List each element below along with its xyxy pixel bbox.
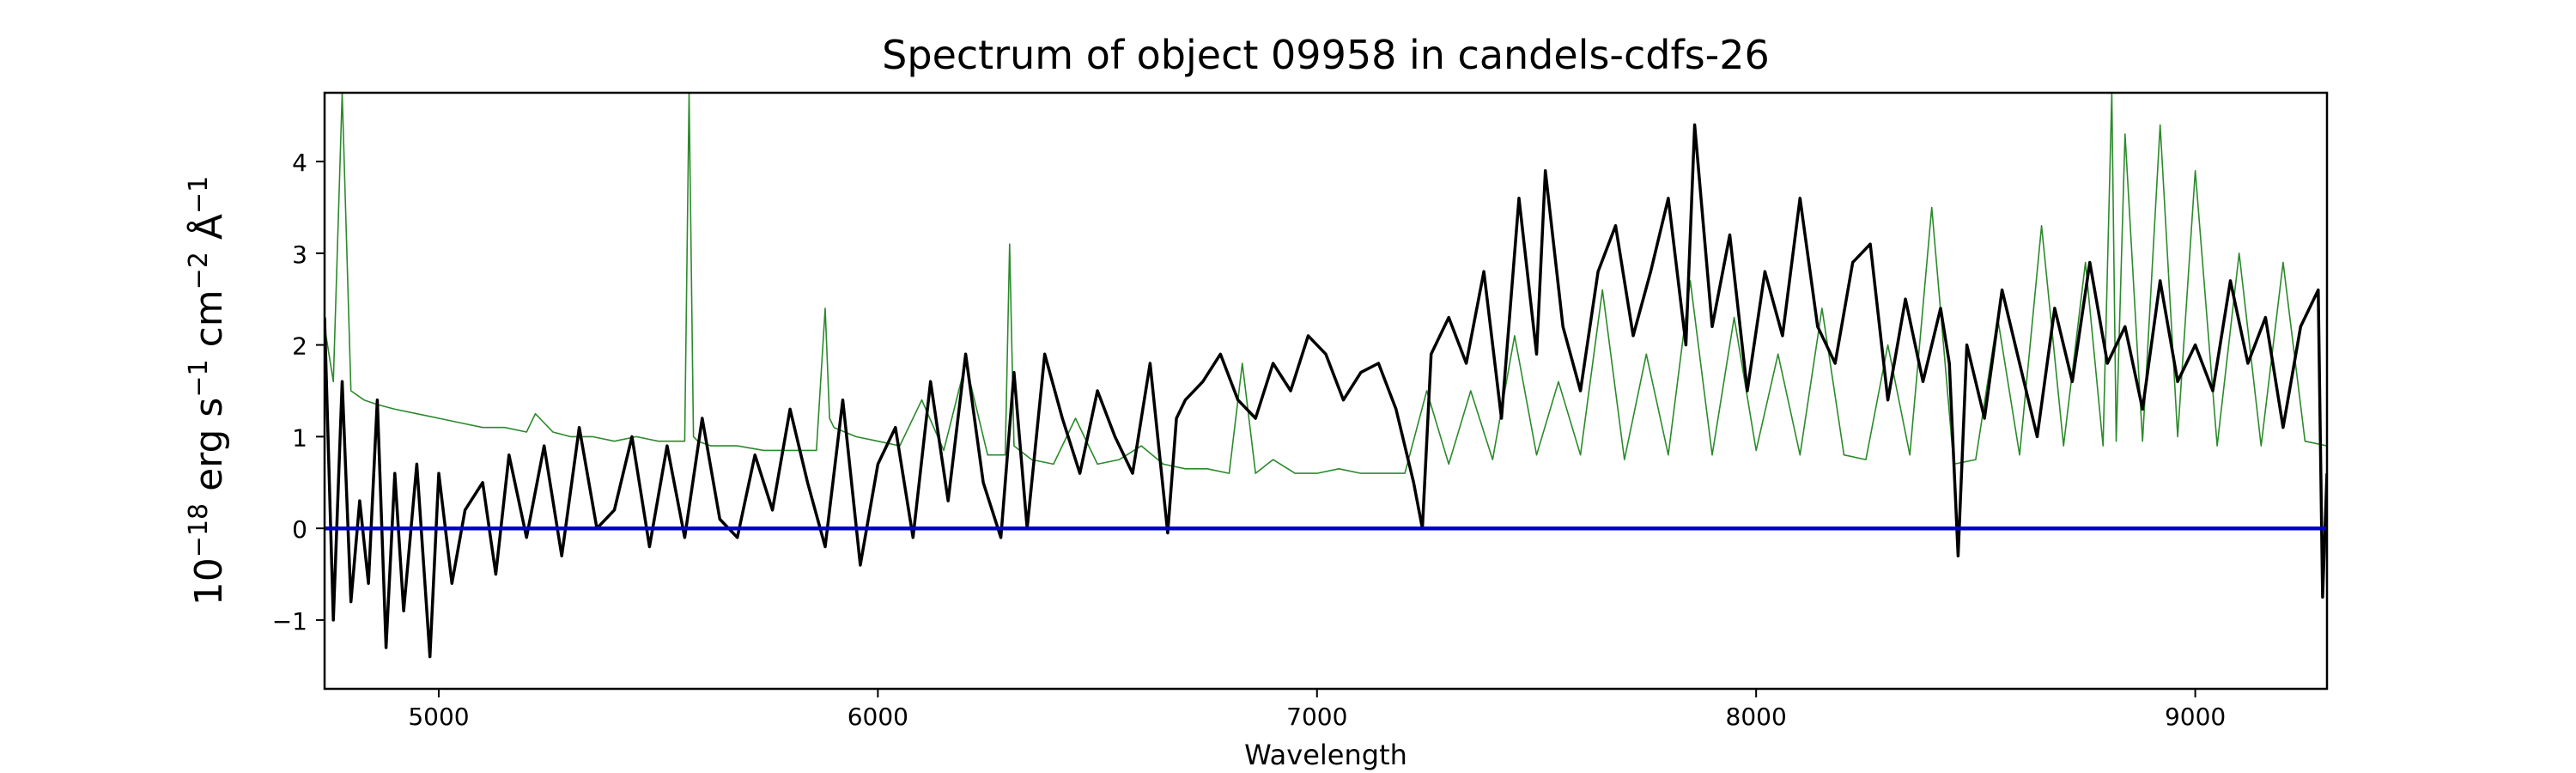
x-axis: 5000 6000 7000 8000 9000: [408, 689, 2226, 731]
ylabel-exp4: −1: [184, 176, 214, 214]
x-tick-label: 6000: [848, 703, 908, 731]
error-series-line: [325, 93, 2327, 474]
y-tick-label: −1: [272, 607, 307, 636]
x-tick-label: 8000: [1726, 703, 1787, 731]
plot-frame: [323, 91, 2329, 691]
ylabel-base: 10: [187, 557, 231, 606]
y-tick-label: 0: [292, 515, 307, 544]
x-axis-label: Wavelength: [1244, 739, 1407, 771]
ylabel-cm: cm: [187, 289, 231, 359]
y-tick-label: 2: [292, 332, 307, 361]
y-axis: −1 0 1 2 3 4: [272, 149, 325, 636]
x-tick-label: 7000: [1286, 703, 1347, 731]
y-tick-label: 1: [292, 423, 307, 452]
chart-title: Spectrum of object 09958 in candels-cdfs…: [882, 32, 1770, 78]
ylabel-exp3: −2: [184, 252, 214, 289]
y-axis-label: 10−18 erg s−1 cm−2 Å−1: [184, 176, 232, 606]
y-tick-label: 3: [292, 240, 307, 269]
x-tick-label: 9000: [2165, 703, 2226, 731]
y-tick-label: 4: [292, 149, 307, 177]
ylabel-ang: Å: [185, 214, 231, 252]
ylabel-exp1: −18: [184, 503, 214, 557]
series-layer: [325, 93, 2327, 659]
flux-series-line: [325, 123, 2327, 659]
x-tick-label: 5000: [408, 703, 469, 731]
ylabel-exp2: −1: [184, 359, 214, 397]
ylabel-erg: erg s: [187, 398, 231, 503]
